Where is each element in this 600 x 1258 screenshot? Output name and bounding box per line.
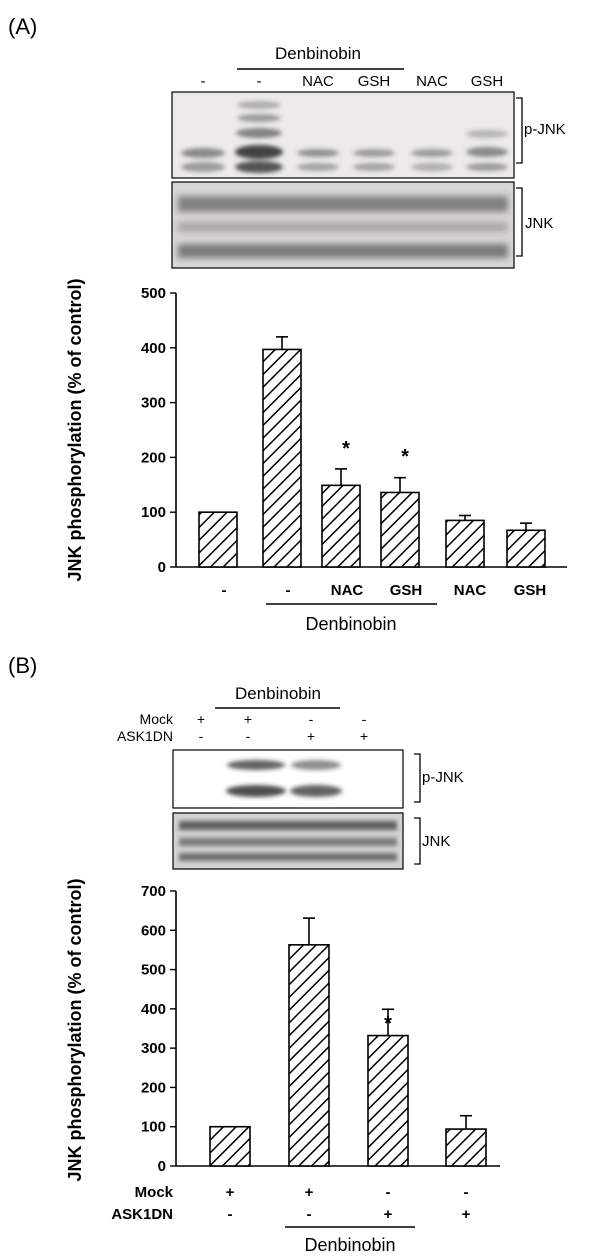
treatment-label: NAC xyxy=(331,582,364,599)
y-axis-label: JNK phosphorylation (% of control) xyxy=(65,279,85,582)
significance-star: * xyxy=(401,446,409,468)
panel-a: (A) Denbinobin - - NAC GSH NAC GSH xyxy=(8,14,567,634)
panel-label: (A) xyxy=(8,14,37,39)
y-tick-label: 500 xyxy=(141,285,166,302)
y-tick-label: 200 xyxy=(141,449,166,466)
y-tick-label: 500 xyxy=(141,962,166,979)
blot-lane-labels: - - NAC GSH NAC GSH xyxy=(201,73,504,90)
y-axis-label: JNK phosphorylation (% of control) xyxy=(65,879,85,1182)
lane-label: + xyxy=(360,728,368,744)
treatment-label: - xyxy=(464,1184,469,1201)
y-tick-label: 0 xyxy=(158,559,166,576)
y-tick-label: 600 xyxy=(141,922,166,939)
lane-label: + xyxy=(197,711,205,727)
panel-label: (B) xyxy=(8,653,37,678)
band-label-jnk: JNK xyxy=(422,833,450,850)
y-tick-label: 400 xyxy=(141,1001,166,1018)
bar xyxy=(445,519,485,568)
lane-label: - xyxy=(362,711,367,727)
bar xyxy=(367,1034,409,1167)
bar xyxy=(288,944,330,1167)
treatment-label: - xyxy=(307,1206,312,1223)
treatment-label: - xyxy=(286,582,291,599)
bar xyxy=(198,511,238,568)
y-tick-label: 100 xyxy=(141,504,166,521)
lane-label: + xyxy=(307,728,315,744)
chart-b-plot: 0 100 200 300 400 500 600 700 xyxy=(141,883,500,1175)
significance-star: * xyxy=(384,1013,392,1035)
lane-label: NAC xyxy=(416,73,448,90)
treatment-label: + xyxy=(462,1206,471,1223)
blot-image-jnk xyxy=(171,181,515,269)
bar xyxy=(506,529,546,568)
band-bracket xyxy=(414,817,421,865)
lane-label: GSH xyxy=(471,73,504,90)
blot-image-p-jnk xyxy=(172,749,404,809)
chart-a: JNK phosphorylation (% of control) 0 100 2… xyxy=(65,279,567,634)
lane-label: - xyxy=(309,711,314,727)
blot-header-label: Denbinobin xyxy=(275,44,361,63)
treatment-label: NAC xyxy=(454,582,487,599)
blot-row-label: ASK1DN xyxy=(117,728,173,744)
chart-a-plot: 0 100 200 300 400 500 xyxy=(141,285,567,576)
band-label-p-jnk: p-JNK xyxy=(422,769,464,786)
panel-b: (B) Denbinobin Mock ASK1DN + + - - - - +… xyxy=(8,653,500,1255)
treatment-label: GSH xyxy=(390,582,423,599)
treatment-row-label: Mock xyxy=(135,1184,174,1201)
band-label-p-jnk: p-JNK xyxy=(524,121,566,138)
bar xyxy=(262,348,302,568)
band-label-jnk: JNK xyxy=(525,215,553,232)
blot-lane-labels: Mock ASK1DN + + - - - - + + xyxy=(117,711,368,744)
band-bracket xyxy=(516,187,523,257)
y-tick-label: 700 xyxy=(141,883,166,900)
band-bracket xyxy=(516,97,523,164)
blot-row-label: Mock xyxy=(140,711,174,727)
lane-label: - xyxy=(199,728,204,744)
lane-label: NAC xyxy=(302,73,334,90)
group-label: Denbinobin xyxy=(304,1235,395,1255)
bar xyxy=(445,1128,487,1167)
y-tick-label: 300 xyxy=(141,1040,166,1057)
y-tick-label: 300 xyxy=(141,395,166,412)
lane-label: - xyxy=(201,73,206,90)
lane-label: + xyxy=(244,711,252,727)
lane-label: GSH xyxy=(358,73,391,90)
treatment-label: - xyxy=(386,1184,391,1201)
treatment-label: - xyxy=(228,1206,233,1223)
treatment-label: - xyxy=(222,582,227,599)
bar xyxy=(209,1125,251,1167)
lane-label: - xyxy=(257,73,262,90)
significance-star: * xyxy=(342,438,350,460)
bar xyxy=(321,484,361,568)
y-tick-label: 100 xyxy=(141,1119,166,1136)
treatment-label: GSH xyxy=(514,582,547,599)
treatment-label: + xyxy=(305,1184,314,1201)
band-bracket xyxy=(414,753,421,803)
treatment-labels: Mock ASK1DN + + - - - - + + xyxy=(111,1184,470,1223)
blot-image-jnk xyxy=(172,812,404,870)
bar xyxy=(380,491,420,568)
chart-b: JNK phosphorylation (% of control) 0 100 2… xyxy=(65,879,500,1255)
treatment-row-label: ASK1DN xyxy=(111,1206,173,1223)
y-tick-label: 400 xyxy=(141,340,166,357)
blot-image-p-jnk xyxy=(171,91,515,179)
treatment-label: + xyxy=(384,1206,393,1223)
blot-header-label: Denbinobin xyxy=(235,684,321,703)
group-label: Denbinobin xyxy=(305,614,396,634)
y-tick-label: 200 xyxy=(141,1079,166,1096)
treatment-label: + xyxy=(226,1184,235,1201)
lane-label: - xyxy=(246,728,251,744)
y-tick-label: 0 xyxy=(158,1158,166,1175)
treatment-labels: - - NAC GSH NAC GSH xyxy=(222,582,547,599)
